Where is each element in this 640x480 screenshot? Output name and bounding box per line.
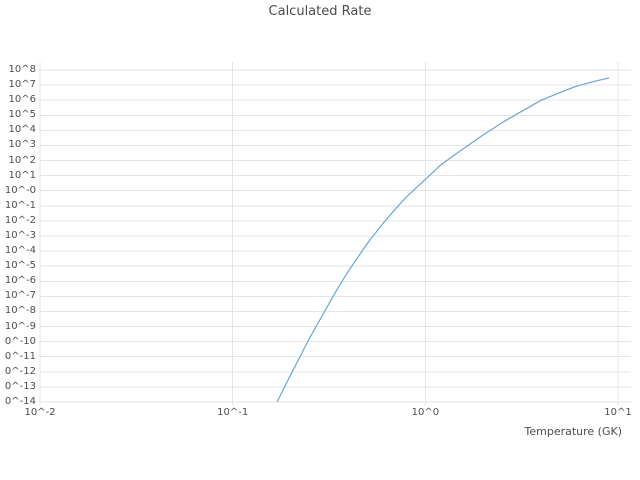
x-axis-title: Temperature (GK) [524, 425, 623, 438]
chart-title: Calculated Rate [268, 4, 372, 19]
rate-curve [276, 77, 610, 403]
